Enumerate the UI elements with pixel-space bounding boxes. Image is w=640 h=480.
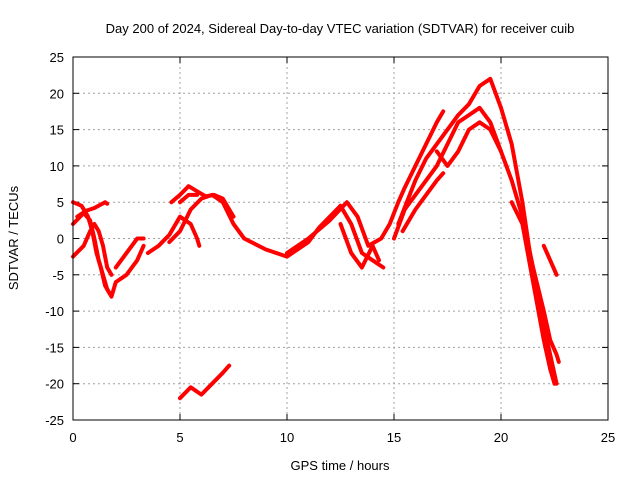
x-axis-label: GPS time / hours	[291, 458, 390, 473]
series-track-10	[178, 363, 232, 401]
series-track-17	[509, 200, 557, 386]
series-track-15	[400, 171, 446, 234]
series-track-3	[71, 222, 114, 277]
series-track-6	[145, 214, 202, 255]
series-track-2	[71, 200, 112, 295]
x-tick-label: 0	[69, 430, 76, 445]
y-tick-label: 10	[50, 159, 64, 174]
series-track-1	[71, 211, 146, 299]
x-tick-label: 15	[387, 430, 401, 445]
axis-tick-labels: 0 5 10 15 20 25 -25 -20 -15 -10 -5 0 5 10 15 20 25	[45, 50, 615, 445]
plot-frame	[72, 56, 609, 421]
y-tick-label: -20	[45, 377, 64, 392]
x-tick-label: 10	[280, 430, 294, 445]
series-track-11	[285, 109, 446, 255]
y-tick-label: 5	[57, 195, 64, 210]
series-track-7	[167, 192, 386, 270]
series-track-12	[338, 222, 381, 270]
y-tick-label: 25	[50, 50, 64, 65]
series-track-8	[169, 184, 236, 219]
chart-title: Day 200 of 2024, Sidereal Day-to-day VTE…	[106, 21, 575, 36]
y-tick-label: -15	[45, 340, 64, 355]
x-tick-label: 5	[176, 430, 183, 445]
plot-area	[71, 76, 561, 401]
series-track-5	[113, 236, 146, 270]
x-tick-label: 20	[494, 430, 508, 445]
x-tick-label: 25	[601, 430, 615, 445]
series-track-4	[75, 200, 110, 219]
y-tick-label: 15	[50, 123, 64, 138]
y-tick-label: -25	[45, 413, 64, 428]
series-track-9	[178, 192, 200, 205]
y-tick-label: 0	[57, 232, 64, 247]
series-track-18	[541, 243, 559, 277]
y-tick-label: -5	[52, 268, 64, 283]
y-axis-label: SDTVAR / TECUs	[6, 185, 21, 290]
y-tick-label: 20	[50, 86, 64, 101]
series-track-13	[392, 105, 561, 364]
y-tick-label: -10	[45, 304, 64, 319]
series-track-16	[434, 120, 503, 168]
